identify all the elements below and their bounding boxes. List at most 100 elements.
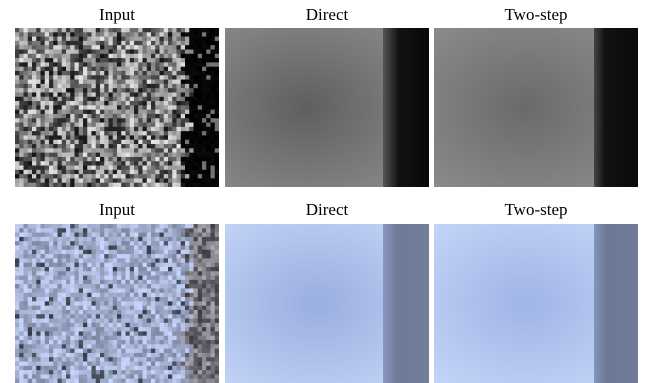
- noise-pixel: [206, 110, 211, 115]
- noise-pixel: [147, 58, 152, 63]
- noise-pixel: [206, 140, 211, 145]
- noise-pixel: [32, 288, 37, 293]
- noise-pixel: [15, 374, 20, 379]
- noise-pixel: [172, 237, 177, 242]
- noise-pixel: [49, 54, 54, 59]
- noise-pixel: [104, 114, 109, 119]
- noise-pixel: [113, 245, 118, 250]
- noise-pixel: [58, 170, 63, 175]
- noise-pixel: [160, 135, 165, 140]
- noise-pixel: [138, 340, 143, 345]
- noise-pixel: [155, 267, 160, 272]
- noise-pixel: [19, 178, 24, 183]
- noise-pixel: [215, 301, 219, 306]
- noise-pixel: [53, 140, 58, 145]
- noise-pixel: [121, 178, 126, 183]
- noise-pixel: [24, 293, 29, 298]
- noise-pixel: [177, 75, 182, 80]
- noise-pixel: [58, 135, 63, 140]
- noise-pixel: [198, 379, 203, 383]
- noise-pixel: [198, 353, 203, 358]
- noise-pixel: [75, 144, 80, 149]
- noise-pixel: [202, 153, 207, 158]
- noise-pixel: [19, 250, 24, 255]
- noise-pixel: [104, 45, 109, 50]
- noise-pixel: [121, 161, 126, 166]
- noise-pixel: [79, 62, 84, 67]
- noise-pixel: [143, 250, 148, 255]
- noise-pixel: [36, 224, 41, 229]
- noise-pixel: [194, 144, 199, 149]
- noise-pixel: [164, 118, 169, 123]
- noise-pixel: [164, 58, 169, 63]
- noise-pixel: [109, 319, 114, 324]
- noise-pixel: [185, 157, 190, 162]
- noise-pixel: [49, 32, 54, 37]
- noise-pixel: [79, 319, 84, 324]
- noise-pixel: [177, 340, 182, 345]
- noise-pixel: [24, 101, 29, 106]
- noise-pixel: [19, 62, 24, 67]
- noise-pixel: [66, 241, 71, 246]
- noise-pixel: [53, 101, 58, 106]
- noise-pixel: [147, 267, 152, 272]
- noise-pixel: [143, 80, 148, 85]
- noise-pixel: [164, 301, 169, 306]
- noise-pixel: [155, 41, 160, 46]
- noise-pixel: [75, 233, 80, 238]
- noise-pixel: [92, 331, 97, 336]
- noise-pixel: [164, 237, 169, 242]
- noise-pixel: [45, 327, 50, 332]
- noise-pixel: [189, 49, 194, 54]
- noise-pixel: [49, 228, 54, 233]
- noise-pixel: [155, 140, 160, 145]
- noise-pixel: [206, 340, 211, 345]
- noise-pixel: [62, 110, 67, 115]
- noise-pixel: [62, 323, 67, 328]
- noise-pixel: [202, 97, 207, 102]
- noise-pixel: [79, 374, 84, 379]
- noise-pixel: [211, 71, 216, 76]
- noise-pixel: [215, 45, 219, 50]
- noise-pixel: [87, 41, 92, 46]
- noise-pixel: [19, 84, 24, 89]
- noise-pixel: [15, 370, 20, 375]
- noise-pixel: [160, 224, 165, 229]
- noise-pixel: [198, 170, 203, 175]
- noise-pixel: [41, 340, 46, 345]
- noise-pixel: [32, 254, 37, 259]
- noise-pixel: [32, 157, 37, 162]
- noise-pixel: [202, 331, 207, 336]
- noise-pixel: [53, 75, 58, 80]
- noise-pixel: [206, 258, 211, 263]
- noise-pixel: [117, 92, 122, 97]
- noise-pixel: [168, 301, 173, 306]
- noise-pixel: [15, 114, 20, 119]
- noise-pixel: [194, 75, 199, 80]
- noise-pixel: [75, 349, 80, 354]
- noise-pixel: [160, 349, 165, 354]
- noise-pixel: [138, 45, 143, 50]
- noise-pixel: [70, 114, 75, 119]
- noise-pixel: [24, 80, 29, 85]
- noise-pixel: [160, 161, 165, 166]
- noise-pixel: [138, 28, 143, 33]
- noise-pixel: [121, 263, 126, 268]
- noise-pixel: [104, 280, 109, 285]
- noise-pixel: [113, 174, 118, 179]
- noise-pixel: [177, 183, 182, 187]
- noise-pixel: [168, 101, 173, 106]
- noise-pixel: [117, 110, 122, 115]
- noise-pixel: [194, 349, 199, 354]
- noise-pixel: [66, 267, 71, 272]
- noise-pixel: [96, 97, 101, 102]
- noise-pixel: [206, 101, 211, 106]
- noise-pixel: [151, 293, 156, 298]
- noise-pixel: [28, 157, 33, 162]
- noise-pixel: [138, 37, 143, 42]
- noise-pixel: [155, 366, 160, 371]
- noise-pixel: [126, 353, 131, 358]
- noise-pixel: [117, 250, 122, 255]
- noise-pixel: [49, 267, 54, 272]
- noise-pixel: [134, 144, 139, 149]
